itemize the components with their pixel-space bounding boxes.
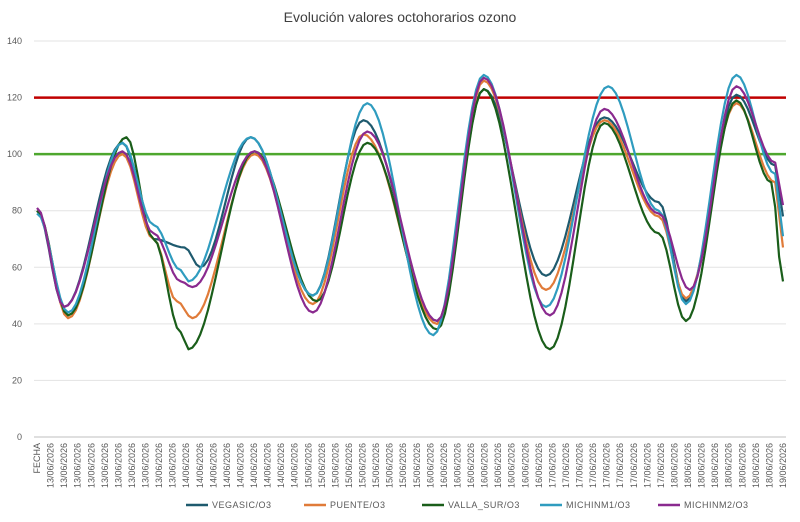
- x-tick-label: 19/06/2026: [778, 443, 788, 488]
- x-tick-label: 13/06/2026: [73, 443, 83, 488]
- x-tick-label: 15/06/2026: [344, 443, 354, 488]
- x-tick-label: 13/06/2026: [113, 443, 123, 488]
- x-tick-label: 14/06/2026: [235, 443, 245, 488]
- x-tick-label: 17/06/2026: [629, 443, 639, 488]
- x-tick-label: 15/06/2026: [317, 443, 327, 488]
- x-tick-label: 15/06/2026: [412, 443, 422, 488]
- x-tick-label: 13/06/2026: [86, 443, 96, 488]
- x-tick-label: 15/06/2026: [371, 443, 381, 488]
- x-tick-label: 17/06/2026: [588, 443, 598, 488]
- x-tick-label: 14/06/2026: [276, 443, 286, 488]
- y-axis: 0 20 40 60 80 100 120 140: [7, 36, 22, 442]
- chart-title: Evolución valores octohorarios ozono: [284, 9, 517, 25]
- y-tick-label: 40: [12, 319, 22, 329]
- x-tick-label: 14/06/2026: [263, 443, 273, 488]
- x-tick-label: 16/06/2026: [439, 443, 449, 488]
- x-tick-label: 18/06/2026: [764, 443, 774, 488]
- y-tick-label: 80: [12, 206, 22, 216]
- series-lines: [36, 73, 785, 351]
- legend-label: MICHINM1/O3: [566, 500, 631, 510]
- x-tick-label: 13/06/2026: [168, 443, 178, 488]
- x-tick-label: 17/06/2026: [561, 443, 571, 488]
- x-tick-label: 17/06/2026: [642, 443, 652, 488]
- x-tick-label: 14/06/2026: [222, 443, 232, 488]
- x-tick-label: 13/06/2026: [46, 443, 56, 488]
- series-line-michinm1-o3: [36, 73, 785, 337]
- y-tick-label: 140: [7, 36, 22, 46]
- x-tick-label: 18/06/2026: [751, 443, 761, 488]
- x-tick-label: 16/06/2026: [520, 443, 530, 488]
- x-tick-label: 14/06/2026: [195, 443, 205, 488]
- x-tick-label: 14/06/2026: [208, 443, 218, 488]
- legend-label: VALLA_SUR/O3: [448, 500, 520, 510]
- x-tick-label: 13/06/2026: [100, 443, 110, 488]
- y-tick-label: 60: [12, 262, 22, 272]
- x-tick-label: 16/06/2026: [534, 443, 544, 488]
- x-tick-label: 17/06/2026: [615, 443, 625, 488]
- x-tick-label: 13/06/2026: [154, 443, 164, 488]
- y-tick-label: 20: [12, 375, 22, 385]
- legend-label: PUENTE/O3: [330, 500, 386, 510]
- x-tick-label: 16/06/2026: [425, 443, 435, 488]
- x-tick-label: 16/06/2026: [480, 443, 490, 488]
- legend-label: VEGASIC/O3: [212, 500, 272, 510]
- x-tick-label: 13/06/2026: [141, 443, 151, 488]
- x-tick-label: 17/06/2026: [575, 443, 585, 488]
- x-tick-label: 16/06/2026: [507, 443, 517, 488]
- x-tick-label: 15/06/2026: [303, 443, 313, 488]
- x-tick-label: 16/06/2026: [466, 443, 476, 488]
- x-tick-label: 15/06/2026: [398, 443, 408, 488]
- x-tick-label: 17/06/2026: [547, 443, 557, 488]
- x-tick-label: 13/06/2026: [59, 443, 69, 488]
- series-line-michinm2-o3: [36, 76, 785, 323]
- reference-lines: [34, 96, 786, 156]
- x-tick-label: 18/06/2026: [683, 443, 693, 488]
- x-tick-label: 18/06/2026: [697, 443, 707, 488]
- x-tick-label: 18/06/2026: [737, 443, 747, 488]
- x-tick-label: 18/06/2026: [710, 443, 720, 488]
- x-tick-label: 14/06/2026: [181, 443, 191, 488]
- x-tick-label: 14/06/2026: [290, 443, 300, 488]
- x-tick-label: 15/06/2026: [385, 443, 395, 488]
- x-axis: FECHA 13/06/2026 13/06/2026 13/06/2026 13/06…: [32, 443, 788, 488]
- x-tick-label: 16/06/2026: [452, 443, 462, 488]
- y-tick-label: 0: [17, 432, 22, 442]
- y-tick-label: 120: [7, 93, 22, 103]
- y-tick-label: 100: [7, 149, 22, 159]
- legend-label: MICHINM2/O3: [684, 500, 749, 510]
- x-tick-label: 18/06/2026: [669, 443, 679, 488]
- x-tick-label: 15/06/2026: [358, 443, 368, 488]
- legend: VEGASIC/O3 PUENTE/O3 VALLA_SUR/O3 MICHINM1/…: [186, 500, 749, 510]
- x-tick-label: 15/06/2026: [330, 443, 340, 488]
- x-tick-label: 13/06/2026: [127, 443, 137, 488]
- x-tick-label: 18/06/2026: [724, 443, 734, 488]
- x-tick-label: 17/06/2026: [656, 443, 666, 488]
- x-tick-label: 17/06/2026: [602, 443, 612, 488]
- x-tick-label: FECHA: [32, 443, 42, 474]
- x-tick-label: 14/06/2026: [249, 443, 259, 488]
- x-tick-label: 16/06/2026: [493, 443, 503, 488]
